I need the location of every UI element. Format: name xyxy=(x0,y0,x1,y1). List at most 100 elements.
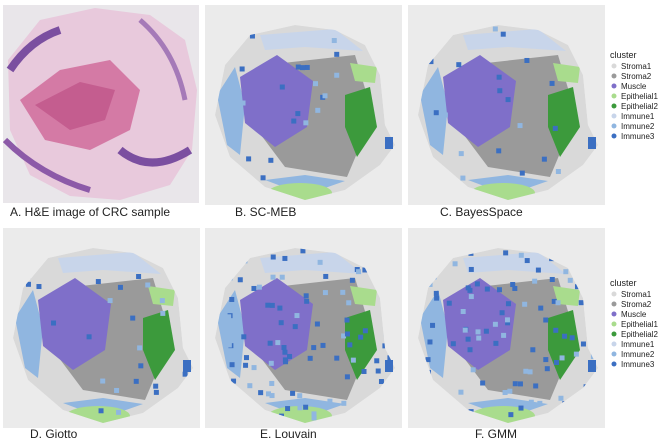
spot xyxy=(95,279,101,285)
spot xyxy=(510,282,516,288)
region xyxy=(260,29,363,51)
spot xyxy=(323,273,329,279)
spot xyxy=(279,84,285,90)
spot xyxy=(456,62,462,68)
spot xyxy=(528,399,534,405)
spot xyxy=(569,335,575,341)
spot xyxy=(297,393,303,399)
legend-title: cluster xyxy=(610,50,637,60)
spot xyxy=(281,345,287,351)
spot xyxy=(269,302,275,308)
legend-label: Stroma2 xyxy=(621,300,652,309)
spot xyxy=(458,151,464,157)
spot xyxy=(460,175,466,181)
spot xyxy=(282,357,288,363)
spot xyxy=(465,285,471,291)
spot xyxy=(287,353,293,359)
spot xyxy=(297,405,303,411)
spot xyxy=(183,360,191,372)
spot xyxy=(282,349,288,355)
spot xyxy=(311,415,317,421)
region xyxy=(463,29,566,51)
spot xyxy=(588,360,596,372)
spot xyxy=(470,367,476,373)
legend-label: Immune3 xyxy=(621,132,655,141)
spot xyxy=(496,287,502,293)
spot xyxy=(492,321,498,327)
spot xyxy=(117,284,123,290)
spot xyxy=(133,378,139,384)
spot xyxy=(269,380,275,386)
spot xyxy=(503,250,509,256)
region xyxy=(58,252,161,274)
caption: A. H&E image of CRC sample xyxy=(10,205,170,219)
spot xyxy=(294,313,300,319)
spot xyxy=(300,248,306,254)
spot xyxy=(341,400,347,406)
spot xyxy=(347,342,353,348)
region xyxy=(15,290,43,378)
he-image xyxy=(3,5,199,203)
legend-label: Immune2 xyxy=(621,350,655,359)
spot xyxy=(492,26,498,32)
caption: D. Giotto xyxy=(30,427,78,441)
spot xyxy=(567,277,573,283)
spot xyxy=(505,97,511,103)
spot xyxy=(497,88,503,94)
spot xyxy=(362,267,368,273)
region xyxy=(548,87,580,157)
spot xyxy=(344,317,350,323)
legend-swatch xyxy=(611,311,617,317)
spot xyxy=(430,322,436,328)
region xyxy=(240,278,313,370)
spot xyxy=(356,269,362,275)
legend-swatch xyxy=(611,73,617,79)
spot xyxy=(344,374,350,380)
spot xyxy=(311,345,317,351)
spot xyxy=(442,112,448,118)
spot xyxy=(269,393,275,399)
spot xyxy=(559,355,565,361)
legend-label: Epithelial1 xyxy=(621,92,658,101)
spot xyxy=(98,408,104,414)
spot xyxy=(588,137,596,149)
spot xyxy=(270,254,276,260)
spot xyxy=(499,310,505,316)
spot xyxy=(268,157,274,163)
spot xyxy=(303,120,309,126)
spot xyxy=(311,411,317,417)
spot xyxy=(114,387,120,393)
tissue xyxy=(215,25,395,200)
spot xyxy=(292,324,298,330)
spot xyxy=(25,281,31,287)
spot xyxy=(334,72,340,78)
spot xyxy=(229,296,235,302)
spot xyxy=(517,381,523,387)
spot xyxy=(518,252,524,258)
spot xyxy=(378,379,384,385)
region xyxy=(553,63,580,83)
spot xyxy=(474,281,480,287)
spot xyxy=(251,285,257,291)
legend-swatch xyxy=(611,113,617,119)
spot xyxy=(524,258,530,264)
spot xyxy=(312,81,318,87)
region xyxy=(240,55,313,147)
spot xyxy=(385,137,393,149)
spot xyxy=(541,156,547,162)
legend-swatch xyxy=(611,351,617,357)
spot xyxy=(554,360,560,366)
spot xyxy=(246,156,252,162)
legend-label: Epithelial1 xyxy=(621,320,658,329)
region xyxy=(350,286,377,306)
spot xyxy=(375,368,381,374)
spot xyxy=(153,389,159,395)
spot xyxy=(549,80,555,86)
caption: F. GMM xyxy=(475,427,517,441)
spot xyxy=(496,148,502,154)
spot xyxy=(251,365,257,371)
spot xyxy=(558,395,564,401)
spot xyxy=(249,33,255,39)
spot xyxy=(467,287,473,293)
legend-label: Muscle xyxy=(621,310,647,319)
